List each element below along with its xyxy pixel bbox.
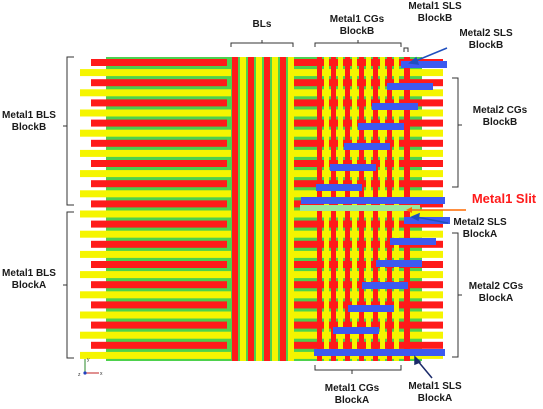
metal1-bls-line [80,291,231,299]
bracket-m1-bls-b [63,56,74,206]
metal1-bls-line [91,139,227,147]
annotation-labels: BLs Metal1 CGs BlockB Metal1 SLS BlockB … [2,1,537,406]
label-metal1-slit: Metal1 Slit [472,191,537,206]
label-m2-cgs-a-line2: BlockA [479,293,513,304]
label-m1-sls-a-line2: BlockA [418,393,452,404]
metal1-bls-line [80,311,231,319]
metal1-bls-line [91,220,227,228]
metal2-cg-line-blockb [344,143,390,150]
metal2-cg-line-blocka [314,349,445,356]
metal2-cg-line-blocka [362,282,408,289]
metal2-cg-line-blocka [348,305,394,312]
bit-line [264,57,270,361]
metal2-cg-line-blocka [376,260,422,267]
metal1-bls-line [91,341,227,349]
metal1-bls-line [91,281,227,289]
metal2-cg-line-blockb [372,103,418,110]
label-m2-sls-b-line1: Metal2 SLS [459,28,513,39]
axis-y-label: y [87,357,90,363]
label-m1-sls-b-line1: Metal1 SLS [408,1,462,12]
label-m1-cgs-a-line1: Metal1 CGs [325,383,380,394]
metal1-bls-line [91,261,227,268]
metal1-bls-line [91,99,227,107]
label-m2-sls-a-line2: BlockA [463,229,497,240]
metal2-cg-line-blocka [390,238,436,245]
metal1-slit [300,205,420,211]
label-m1-bls-b-line1: Metal1 BLS [2,110,56,121]
metal1-bls-line [80,351,231,359]
bracket-m2-cgs-b [452,77,462,188]
metal2-cg-line-blockb [401,61,447,68]
label-m2-sls-a-line1: Metal2 SLS [453,217,507,228]
metal-layer [80,57,450,361]
metal1-bls-line [91,160,227,167]
metal1-bls-line [91,119,227,127]
label-bls: BLs [253,19,272,30]
bracket-m1-bls-a [63,211,74,359]
metal2-cg-line-blockb [387,83,433,90]
label-m1-bls-a-line2: BlockA [12,280,46,291]
label-m1-bls-b-line2: BlockB [12,122,46,133]
axis-x-label: x [100,371,103,377]
slit-arrow [406,207,466,213]
metal1-bls-line [80,89,231,97]
metal1-bls-line [80,210,231,218]
bit-line [256,57,262,361]
label-m1-cgs-b-line2: BlockB [340,26,374,37]
bracket-m2-cgs-a [452,232,462,358]
metal1-bls-line [91,321,227,329]
pointer-arrows [408,47,449,224]
metal2-cg-line-blockb [358,123,404,130]
metal1-bls-line [91,240,227,248]
metal2-cg-line-blocka [333,327,379,334]
metal1-bls-line [91,200,227,208]
metal1-bls-line [91,180,227,188]
label-m2-cgs-b-line1: Metal2 CGs [473,105,528,116]
metal1-bls-line [91,59,227,66]
metal1-bls-line [91,79,227,87]
label-m1-bls-a-line1: Metal1 BLS [2,268,56,279]
metal1-bls-line [80,149,231,157]
metal1-bls-line [80,331,231,339]
label-m1-sls-a-line1: Metal1 SLS [408,381,462,392]
metal1-bls-line [91,301,227,309]
label-m2-cgs-b-line2: BlockB [483,117,517,128]
label-m1-cgs-a-line2: BlockA [335,395,369,406]
pointer-arrows-dark [414,355,433,379]
metal2-cg-line-blockb [330,164,376,171]
bracket-bls [230,40,294,47]
axis-z-label: z [78,372,81,378]
label-m1-cgs-b-line1: Metal1 CGs [330,14,385,25]
bit-line [240,57,246,361]
bracket-m1-cgs-b [314,40,402,47]
label-m2-sls-b-line2: BlockB [469,40,503,51]
bracket-m1-sls-b [403,47,409,52]
bit-line [232,57,238,361]
metal1-bls-line [80,271,231,279]
axis-triad: y x z [78,357,103,378]
label-m2-cgs-a-line1: Metal2 CGs [469,281,524,292]
bit-line [280,57,286,361]
metal1-bls-line [80,170,231,178]
metal1-bls-line [80,190,231,198]
metal1-bls-line [80,109,231,117]
metal1-bls-line [80,230,231,238]
label-m1-sls-b-line2: BlockB [418,13,452,24]
metal2-cg-line-blockb [316,184,362,191]
bit-line [272,57,278,361]
bracket-m1-cgs-a [314,365,402,374]
layout-area [80,57,450,361]
bit-line [288,57,294,361]
metal1-bls-line [80,129,231,137]
metal1-bls-line [80,250,231,258]
metal2-cg-line-blockb [301,197,445,204]
metal2-cg-line-blocka [404,217,450,224]
bracket-layer [63,40,462,374]
metal1-bls-line [80,69,231,77]
bit-line [248,57,254,361]
